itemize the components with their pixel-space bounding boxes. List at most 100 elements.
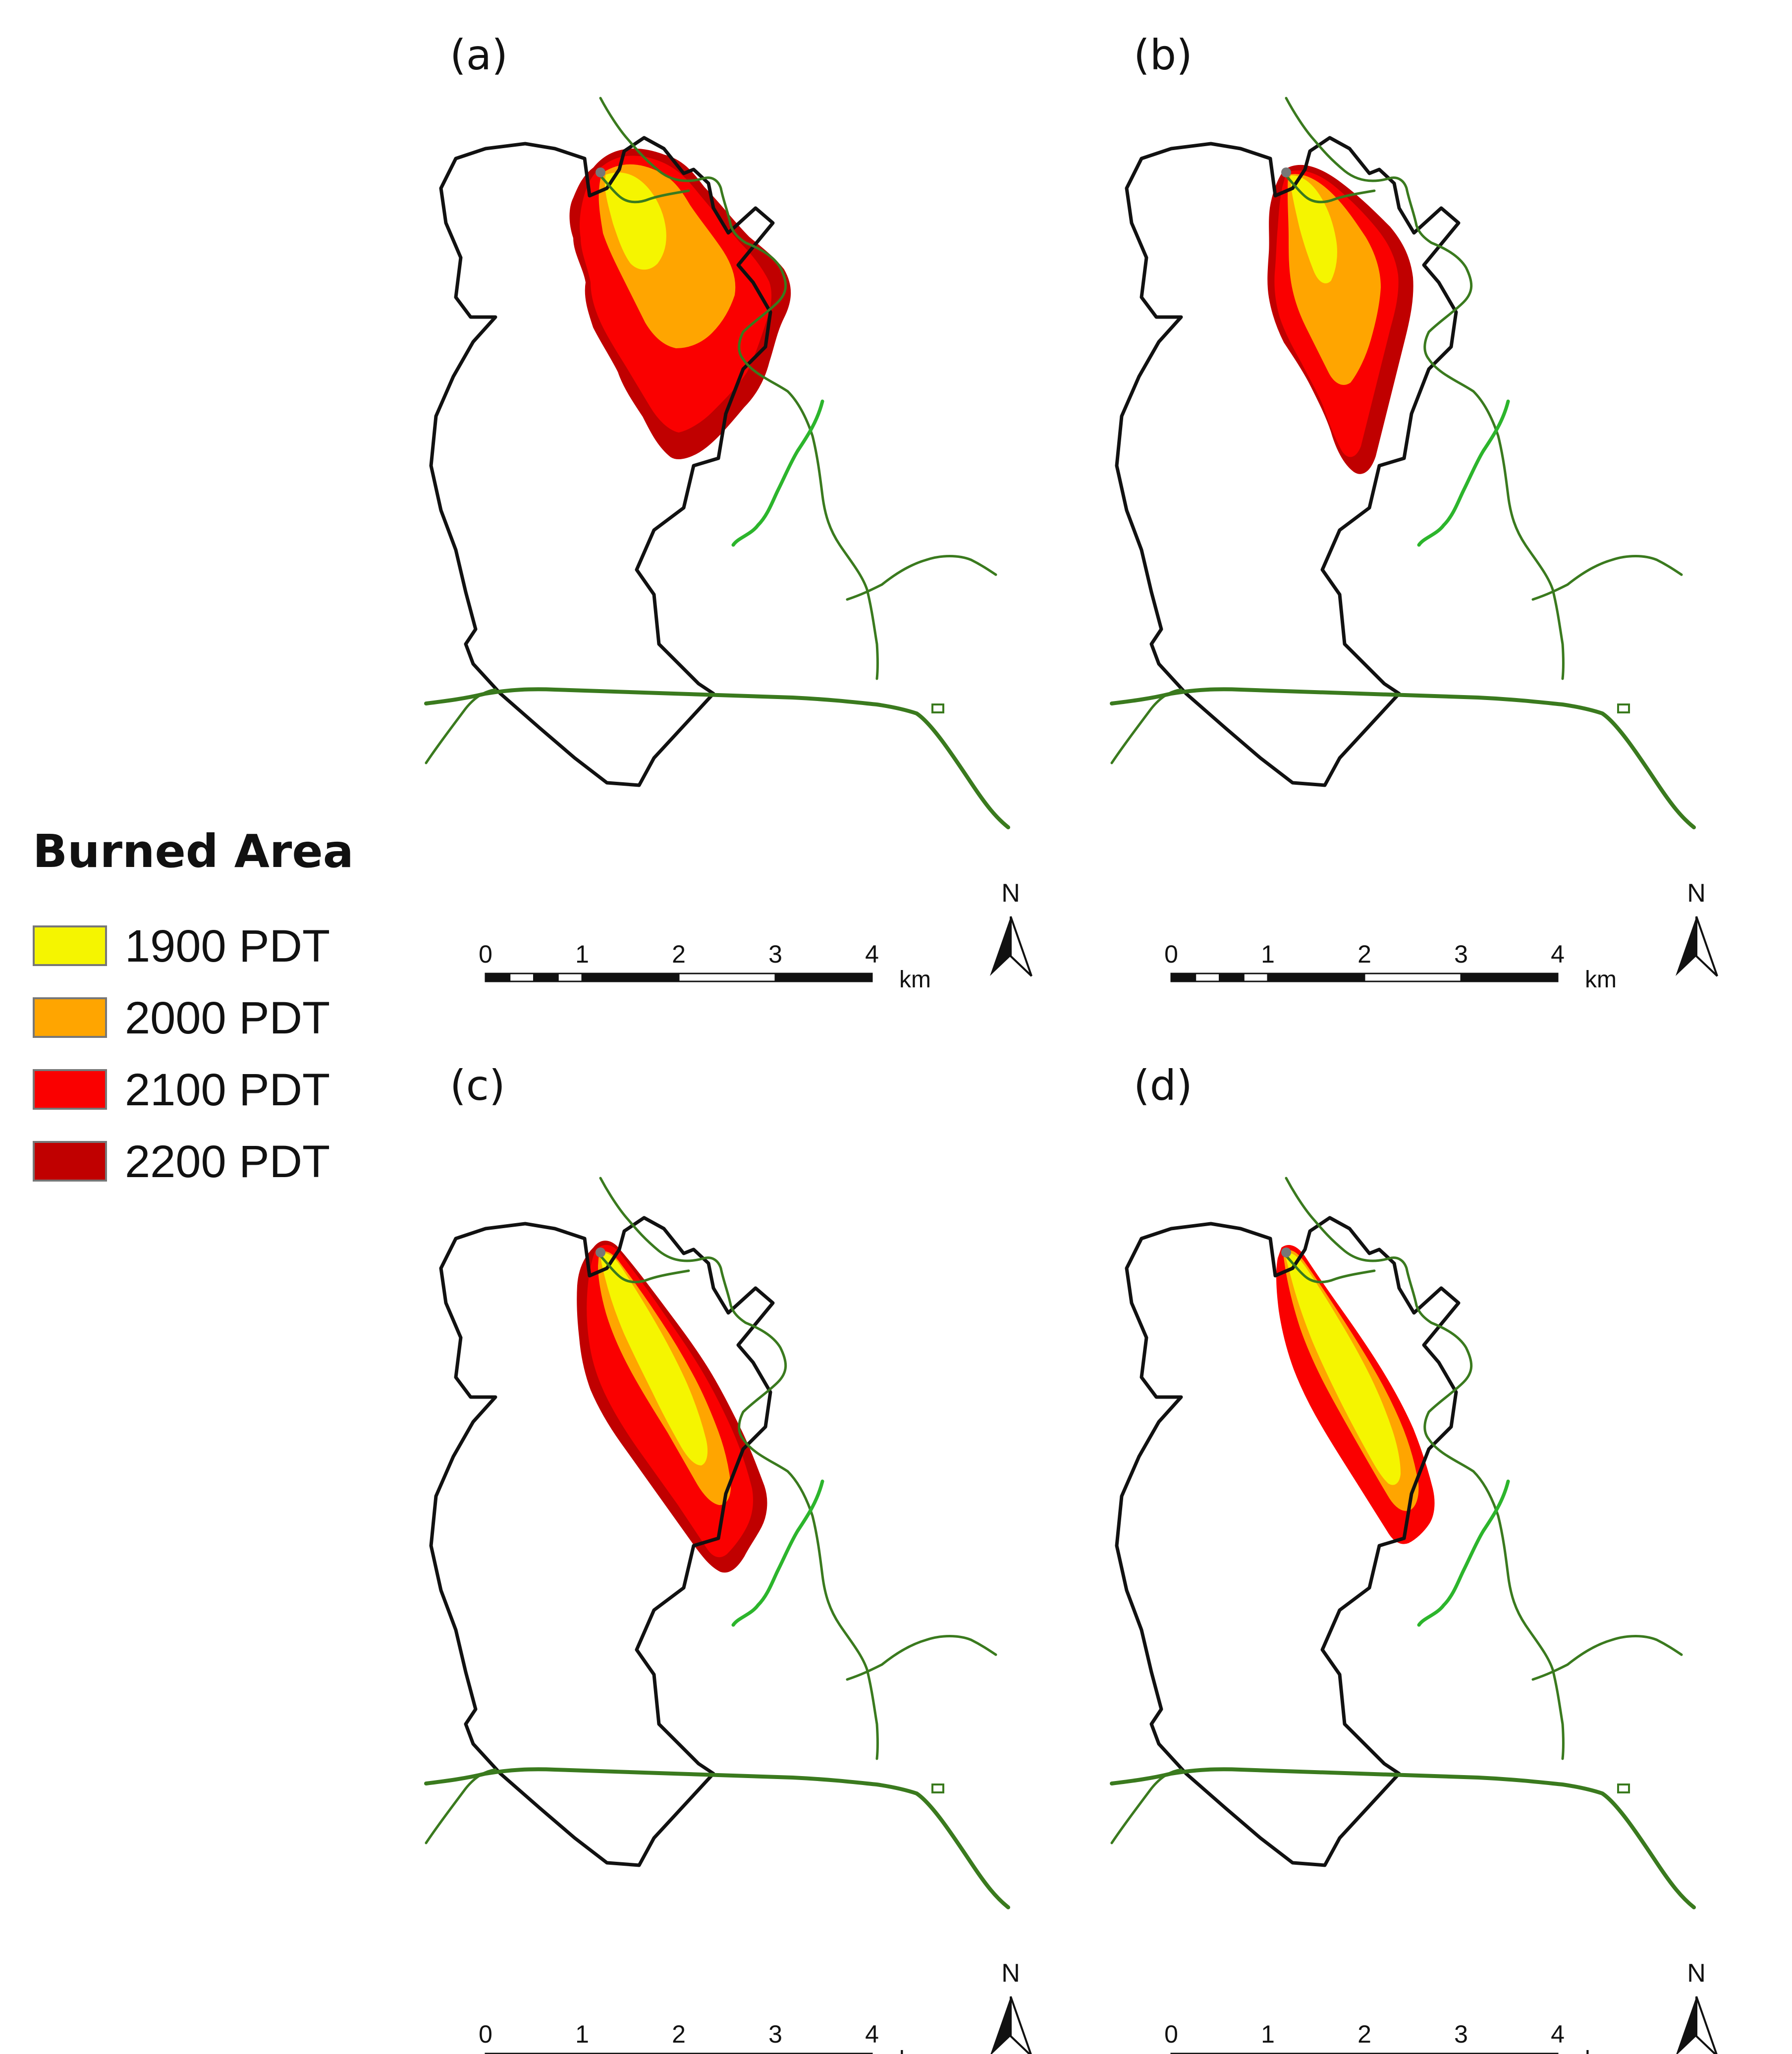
- legend-label-2200: 2200 PDT: [125, 1136, 330, 1187]
- road-5: [596, 171, 690, 204]
- north-arrow-right: [1010, 1996, 1032, 2054]
- scale-bar-tick-label: 1: [575, 940, 589, 968]
- road-5: [596, 1251, 690, 1284]
- scale-bar-segment-2: [1195, 973, 1220, 982]
- park-boundary: [1115, 1216, 1461, 1867]
- roads: [1110, 1177, 1696, 1909]
- scale-bar-tick-label: 1: [1261, 940, 1275, 968]
- scale-bar-tick-label: 4: [1551, 940, 1565, 968]
- road-3: [425, 688, 497, 764]
- road-3: [425, 1768, 497, 1844]
- north-arrow: N: [990, 879, 1032, 977]
- scale-bar-unit: km: [899, 967, 931, 993]
- legend-swatch-2200: [33, 1141, 107, 1182]
- scale-bar-unit: km: [1585, 2047, 1617, 2054]
- road-4: [1531, 555, 1683, 601]
- burned-area-layer-3: [1285, 1252, 1401, 1485]
- road-3: [1110, 688, 1183, 764]
- scale-bar-segment-6: [1363, 973, 1462, 982]
- scale-bar-tick-label: 3: [1454, 940, 1468, 968]
- legend-label-2100: 2100 PDT: [125, 1065, 330, 1115]
- scale-bar-tick-label: 3: [768, 2020, 782, 2048]
- road-junction: [1617, 703, 1630, 713]
- park-boundary: [429, 1216, 775, 1867]
- scale-bar-segment-7: [774, 973, 873, 982]
- scale-bar-tick-label: 0: [479, 940, 492, 968]
- road-junction: [931, 703, 944, 713]
- road-4: [846, 1635, 997, 1681]
- north-arrow-left: [990, 1997, 1011, 2054]
- scale-bar-segment-4: [1243, 973, 1269, 982]
- ignition-point: [1281, 1247, 1291, 1257]
- north-arrow-label: N: [1001, 1959, 1020, 1988]
- road-2: [424, 1767, 1010, 1909]
- north-arrow-right: [1695, 1996, 1718, 2054]
- north-arrow: N: [990, 1959, 1032, 2054]
- scale-bar-segment-2: [509, 973, 535, 982]
- scale-bar-tick-label: 2: [672, 940, 686, 968]
- burned-area: [577, 1241, 767, 1573]
- legend-label-1900: 1900 PDT: [125, 921, 330, 972]
- road-5: [1281, 1251, 1376, 1284]
- burned-area: [1267, 164, 1413, 474]
- map-panel-c: [424, 1177, 1010, 1909]
- north-arrow: N: [1676, 879, 1718, 977]
- scale-bar-segment-4: [557, 973, 583, 982]
- road-3: [1110, 1768, 1183, 1844]
- park-boundary: [1115, 136, 1461, 787]
- panel-label-d: (d): [1134, 1061, 1193, 1110]
- burned-area-layer-4: [1290, 175, 1337, 283]
- north-arrow-left: [1676, 917, 1696, 976]
- scale-bar-tick-label: 1: [575, 2020, 589, 2048]
- map-panel-d: [1110, 1177, 1696, 1909]
- road-junction: [1617, 1784, 1630, 1793]
- scale-bar-tick-label: 0: [1164, 2020, 1178, 2048]
- scale-bar-segment-6: [678, 973, 776, 982]
- legend-swatch-2100: [33, 1069, 107, 1110]
- scale-bar-segment-5: [1267, 973, 1365, 982]
- scale-bar-segment-5: [581, 973, 680, 982]
- ignition-point: [1281, 167, 1291, 177]
- scale-bar-tick-label: 0: [1164, 940, 1178, 968]
- legend-title: Burned Area: [33, 825, 354, 878]
- roads: [424, 97, 1010, 829]
- north-arrow-label: N: [1687, 879, 1706, 908]
- north-arrow: N: [1676, 1959, 1718, 2054]
- scale-bar: 0 1 2 3 4 km: [479, 940, 931, 993]
- panel-label-a: (a): [450, 31, 508, 79]
- scale-bar-tick-label: 3: [768, 940, 782, 968]
- road-2: [424, 687, 1010, 829]
- scale-bar-tick-label: 2: [672, 2020, 686, 2048]
- road-1: [1285, 97, 1565, 680]
- panel-label-c: (c): [450, 1061, 505, 1110]
- scale-bar-segment-3: [533, 973, 559, 982]
- road-highlight: [1417, 399, 1510, 547]
- north-arrow-label: N: [1001, 879, 1020, 908]
- scale-bar-unit: km: [899, 2047, 931, 2054]
- road-highlight: [1417, 1479, 1510, 1627]
- scale-bar-segment-1: [485, 973, 511, 982]
- legend-label-2000: 2000 PDT: [125, 993, 330, 1043]
- scale-bar-tick-label: 1: [1261, 2020, 1275, 2048]
- scale-bar-segment-1: [1170, 973, 1196, 982]
- road-highlight: [731, 399, 824, 547]
- burned-area: [569, 148, 791, 459]
- road-highlight: [731, 1479, 824, 1627]
- scale-bar-tick-label: 0: [479, 2020, 492, 2048]
- scale-bar: 0 1 2 3 4 km: [479, 2020, 931, 2054]
- scale-bar-unit: km: [1585, 967, 1617, 993]
- scale-bar-segment-7: [1460, 973, 1559, 982]
- north-arrow-right: [1695, 916, 1718, 977]
- scale-bar-segment-3: [1219, 973, 1245, 982]
- scale-bar-tick-label: 4: [865, 940, 879, 968]
- ignition-point: [596, 1247, 605, 1257]
- north-arrow-label: N: [1687, 1959, 1706, 1988]
- road-4: [1531, 1635, 1683, 1681]
- legend-swatch-2000: [33, 997, 107, 1038]
- burned-area: [1276, 1245, 1435, 1544]
- north-arrow-left: [990, 917, 1011, 976]
- scale-bar-tick-label: 2: [1358, 940, 1371, 968]
- map-panel-a: [424, 97, 1010, 829]
- roads: [424, 1177, 1010, 1909]
